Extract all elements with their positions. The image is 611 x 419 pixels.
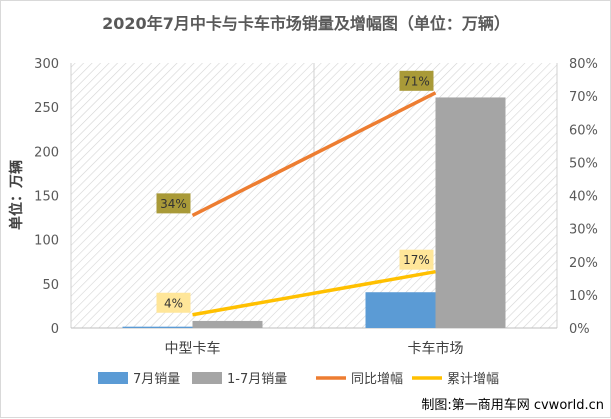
legend-swatch	[98, 372, 128, 384]
legend-label: 7月销量	[133, 372, 180, 387]
bar	[365, 292, 436, 328]
legend-swatch	[192, 372, 222, 384]
y-tick-label: 0	[51, 322, 59, 337]
y2-tick-label: 40%	[569, 190, 598, 205]
y-tick-label: 200	[34, 145, 59, 160]
x-tick-label: 卡车市场	[408, 340, 464, 357]
legend-label: 同比增幅	[351, 372, 403, 387]
y2-tick-label: 80%	[569, 57, 598, 72]
y-tick-label: 150	[34, 190, 59, 205]
y2-tick-label: 30%	[569, 223, 598, 238]
chart-title: 2020年7月中卡与卡车市场销量及增幅图（单位：万辆）	[102, 14, 510, 33]
data-label: 34%	[160, 197, 187, 211]
y-tick-label: 100	[34, 234, 59, 249]
data-label-box	[156, 292, 191, 313]
legend-label: 累计增幅	[447, 372, 499, 387]
credit-text: 制图:第一商用车网 cvworld.cn	[421, 397, 604, 413]
y2-tick-label: 60%	[569, 123, 598, 138]
y-tick-label: 300	[34, 57, 59, 72]
data-label-box	[156, 193, 191, 214]
legend-label: 1-7月销量	[227, 372, 287, 387]
y2-tick-label: 0%	[569, 322, 590, 337]
series-line	[192, 269, 436, 317]
y2-tick-label: 20%	[569, 256, 598, 271]
data-label-box	[399, 70, 434, 91]
y2-tick-label: 10%	[569, 289, 598, 304]
y2-tick-label: 50%	[569, 156, 598, 171]
bar	[192, 320, 263, 328]
data-label: 17%	[403, 253, 430, 267]
data-label-box	[399, 249, 434, 270]
bar	[122, 326, 193, 328]
bar	[435, 97, 506, 328]
x-tick-label: 中型卡车	[165, 340, 221, 357]
y-axis-label: 单位：万辆	[8, 160, 25, 230]
series-line	[191, 91, 437, 217]
y-tick-label: 50	[42, 278, 59, 293]
data-label: 71%	[403, 74, 430, 88]
y2-tick-label: 70%	[569, 90, 598, 105]
data-label: 4%	[164, 296, 183, 310]
y-tick-label: 250	[34, 101, 59, 116]
